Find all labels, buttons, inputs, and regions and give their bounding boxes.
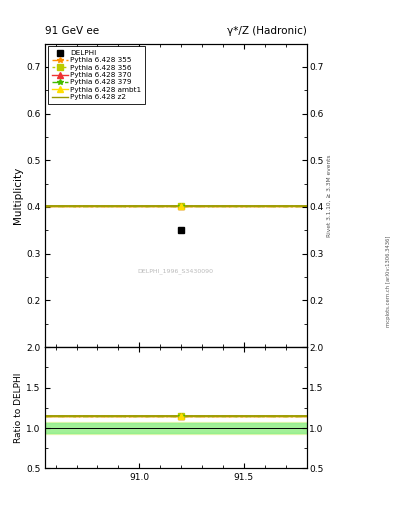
Text: 91 GeV ee: 91 GeV ee [45,26,99,36]
Legend: DELPHI, Pythia 6.428 355, Pythia 6.428 356, Pythia 6.428 370, Pythia 6.428 379, : DELPHI, Pythia 6.428 355, Pythia 6.428 3… [48,47,145,104]
Y-axis label: Multiplicity: Multiplicity [13,167,23,224]
Text: mcplots.cern.ch [arXiv:1306.3436]: mcplots.cern.ch [arXiv:1306.3436] [386,236,391,327]
Text: γ*/Z (Hadronic): γ*/Z (Hadronic) [227,26,307,36]
Text: DELPHI_1996_S3430090: DELPHI_1996_S3430090 [138,268,214,274]
Y-axis label: Rivet 3.1.10, ≥ 3.3M events: Rivet 3.1.10, ≥ 3.3M events [327,154,331,237]
Y-axis label: Ratio to DELPHI: Ratio to DELPHI [14,373,23,443]
